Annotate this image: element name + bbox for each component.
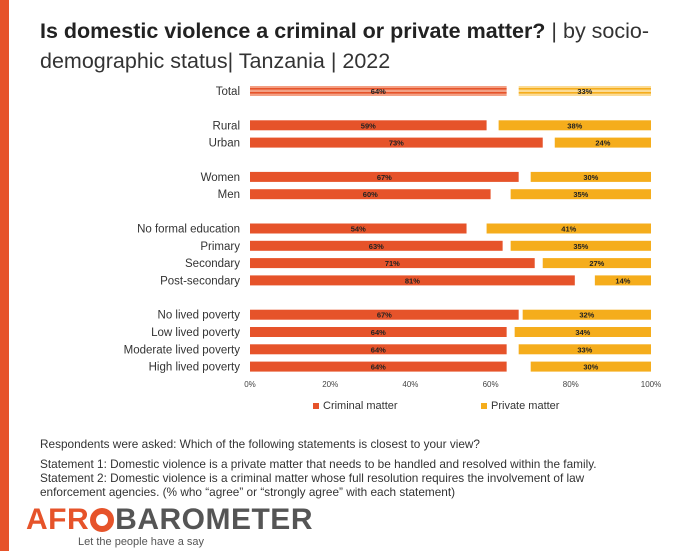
private-bar: [518, 86, 651, 96]
private-data-label: 33%: [577, 87, 592, 96]
criminal-bar: [250, 240, 503, 251]
title-subtitle: | by socio-demographic status| Tanzania …: [40, 19, 650, 73]
notes-statement-2-cont: enforcement agencies. (% who “agree” or …: [40, 485, 456, 499]
private-bar: [510, 240, 651, 251]
category-label: Moderate lived poverty: [124, 344, 241, 356]
logo-text-afr: AFR: [26, 503, 90, 536]
criminal-data-label: 71%: [385, 259, 400, 268]
criminal-data-label: 67%: [377, 311, 392, 320]
criminal-bar: [250, 327, 507, 337]
private-bar: [510, 189, 651, 200]
private-bar: [530, 171, 651, 182]
private-bar: [542, 258, 651, 269]
criminal-bar: [250, 86, 507, 96]
criminal-data-label: 60%: [363, 190, 378, 199]
notes-question: Respondents were asked: Which of the fol…: [40, 437, 480, 451]
criminal-bar: [250, 275, 575, 286]
private-data-label: 35%: [573, 190, 588, 199]
criminal-bar: [250, 171, 519, 182]
notes-statement-1: Statement 1: Domestic violence is a priv…: [40, 457, 597, 471]
criminal-bar: [250, 223, 467, 234]
private-bar: [498, 120, 651, 131]
x-tick-label: 40%: [402, 380, 418, 389]
category-label: High lived poverty: [149, 362, 241, 374]
category-label: Rural: [213, 120, 240, 132]
category-label: Men: [218, 189, 240, 201]
private-bar: [514, 327, 651, 337]
criminal-data-label: 54%: [351, 225, 366, 234]
private-data-label: 35%: [573, 242, 588, 251]
criminal-bar: [250, 344, 507, 355]
category-label: Secondary: [185, 258, 240, 270]
criminal-data-label: 64%: [371, 345, 386, 354]
category-label: Women: [201, 172, 240, 184]
logo-tagline: Let the people have a say: [78, 536, 204, 548]
private-bar: [522, 309, 651, 320]
x-tick-label: 0%: [244, 380, 256, 389]
x-tick-label: 80%: [563, 380, 579, 389]
private-bar: [594, 275, 651, 286]
private-data-label: 33%: [577, 345, 592, 354]
private-bar: [518, 344, 651, 355]
legend-label: Criminal matter: [323, 400, 398, 412]
survey-notes: Respondents were asked: Which of the fol…: [40, 437, 690, 499]
criminal-bar: [250, 258, 535, 269]
private-data-label: 34%: [575, 328, 590, 337]
legend-swatch: [313, 403, 319, 409]
private-bar: [554, 137, 651, 148]
legend-swatch: [481, 403, 487, 409]
private-data-label: 14%: [615, 276, 630, 285]
stacked-bar-chart: Total 64% 33% Rural 59% 38% Urban 73% 24% Women 67…: [124, 86, 661, 412]
notes-statement-2: Statement 2: Domestic violence is a crim…: [40, 471, 585, 485]
private-bar: [486, 223, 651, 234]
category-label: No lived poverty: [158, 310, 241, 322]
criminal-data-label: 64%: [371, 87, 386, 96]
afrobarometer-logo: AFR BAROMETER Let the people have a say: [26, 503, 313, 549]
criminal-data-label: 59%: [361, 121, 376, 130]
criminal-data-label: 73%: [389, 139, 404, 148]
x-tick-label: 100%: [641, 380, 661, 389]
criminal-bar: [250, 361, 507, 372]
x-tick-label: 20%: [322, 380, 338, 389]
criminal-bar: [250, 189, 491, 200]
left-accent-stripe: [0, 0, 9, 551]
criminal-data-label: 63%: [369, 242, 384, 251]
private-data-label: 38%: [567, 121, 582, 130]
criminal-data-label: 67%: [377, 173, 392, 182]
private-data-label: 27%: [589, 259, 604, 268]
page-title: Is domestic violence a criminal or priva…: [40, 16, 695, 76]
category-label: Low lived poverty: [151, 327, 240, 339]
private-data-label: 32%: [579, 311, 594, 320]
category-label: No formal education: [137, 224, 240, 236]
criminal-bar: [250, 137, 543, 148]
criminal-bar: [250, 120, 487, 131]
logo-o-icon: [90, 508, 115, 532]
category-label: Total: [216, 86, 240, 98]
criminal-bar: [250, 309, 519, 320]
logo-text-barometer: BAROMETER: [115, 503, 313, 536]
criminal-data-label: 64%: [371, 363, 386, 372]
x-tick-label: 60%: [483, 380, 499, 389]
category-label: Post-secondary: [160, 275, 240, 287]
private-data-label: 30%: [583, 363, 598, 372]
private-data-label: 41%: [561, 225, 576, 234]
private-data-label: 24%: [595, 139, 610, 148]
criminal-data-label: 81%: [405, 276, 420, 285]
private-bar: [530, 361, 651, 372]
criminal-data-label: 64%: [371, 328, 386, 337]
legend-label: Private matter: [491, 400, 560, 412]
category-label: Urban: [209, 138, 240, 150]
private-data-label: 30%: [583, 173, 598, 182]
title-question: Is domestic violence a criminal or priva…: [40, 19, 546, 43]
category-label: Primary: [200, 241, 240, 253]
